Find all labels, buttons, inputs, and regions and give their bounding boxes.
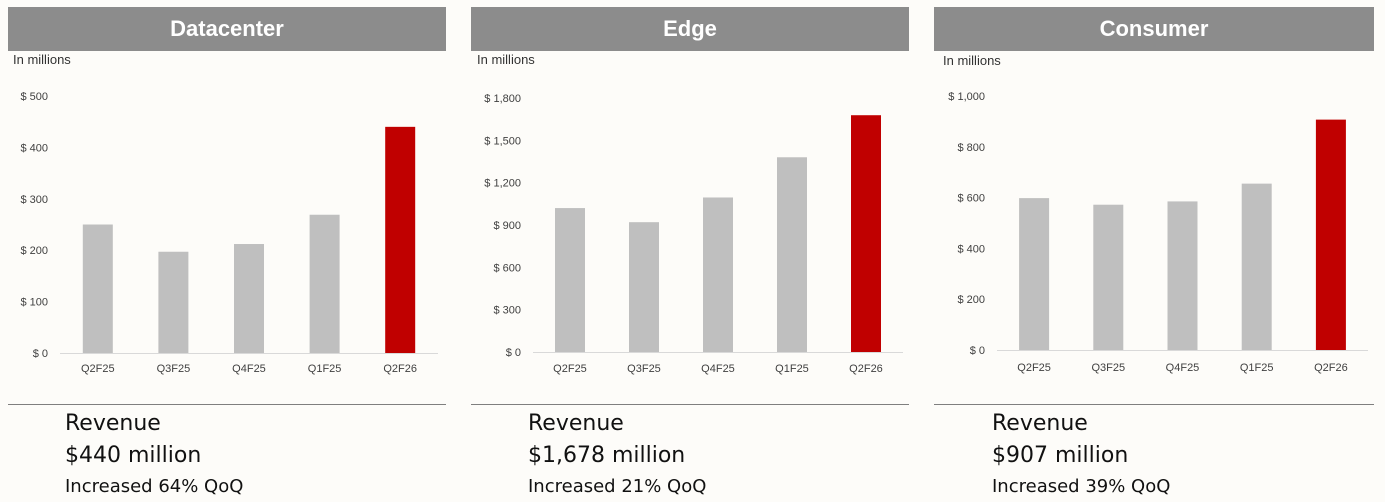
x-category-label: Q1F25 — [308, 363, 342, 375]
x-category-label: Q1F25 — [775, 363, 809, 375]
panel-title: Edge — [663, 16, 717, 41]
bar-q3f25 — [629, 222, 659, 352]
bar-q4f25 — [703, 197, 733, 352]
revenue-value: $907 million — [992, 443, 1129, 468]
panel-header: Consumer — [934, 7, 1374, 51]
revenue-value: $1,678 million — [528, 443, 686, 468]
x-category-label: Q3F25 — [157, 363, 191, 375]
revenue-summary: Revenue $1,678 million Increased 21% QoQ — [528, 408, 706, 502]
revenue-summary: Revenue $440 million Increased 64% QoQ — [65, 408, 243, 502]
bar-q1f25 — [1241, 183, 1272, 350]
x-category-label: Q3F25 — [627, 363, 661, 375]
panel-header: Edge — [471, 7, 909, 51]
y-tick-label: $ 900 — [493, 220, 521, 232]
datacenter-panel: Datacenter In millions $ 0 $ 100 $ 200 $ 30… — [8, 0, 446, 501]
y-tick-label: $ 1,500 — [484, 135, 521, 147]
y-tick-label: $ 400 — [20, 142, 48, 154]
panel-title: Datacenter — [170, 16, 284, 41]
x-category-label: Q2F26 — [383, 363, 417, 375]
bar-q1f25 — [777, 157, 807, 352]
y-tick-label: $ 500 — [20, 91, 48, 103]
y-tick-label: $ 1,200 — [484, 178, 521, 190]
edge-bar-chart: $ 0 $ 300 $ 600 $ 900 $ 1,200 $ 1,500 $ 1,800 Q… — [484, 93, 903, 375]
bar-q2f25 — [555, 208, 585, 352]
revenue-change: Increased 64% QoQ — [65, 476, 244, 497]
panel-title: Consumer — [1099, 16, 1209, 41]
y-tick-label: $ 100 — [20, 297, 48, 309]
revenue-summary: Revenue $907 million Increased 39% QoQ — [992, 408, 1170, 502]
bar-q3f25 — [1093, 204, 1124, 350]
divider-line — [471, 404, 909, 405]
y-tick-label: $ 800 — [957, 142, 985, 154]
x-category-label: Q2F25 — [553, 363, 587, 375]
bar-q2f26 — [1315, 119, 1346, 350]
edge-panel: Edge In millions $ 0 $ 300 $ 600 $ 900 $ 1,2… — [471, 0, 909, 501]
bar-q4f25 — [1167, 201, 1198, 350]
bar-q2f26 — [385, 126, 416, 353]
x-category-label: Q2F26 — [849, 363, 883, 375]
units-label: In millions — [477, 52, 535, 67]
y-tick-label: $ 400 — [957, 243, 985, 255]
y-tick-label: $ 1,000 — [948, 91, 985, 103]
consumer-bar-chart: $ 0 $ 200 $ 400 $ 600 $ 800 $ 1,000 Q2F25 Q3F25… — [948, 91, 1368, 374]
revenue-value: $440 million — [65, 443, 202, 468]
y-tick-label: $ 0 — [506, 347, 521, 359]
x-category-label: Q3F25 — [1091, 362, 1125, 374]
y-tick-label: $ 1,800 — [484, 93, 521, 105]
y-tick-label: $ 200 — [20, 245, 48, 257]
y-tick-label: $ 300 — [493, 305, 521, 317]
y-tick-label: $ 0 — [970, 345, 985, 357]
datacenter-bar-chart: $ 0 $ 100 $ 200 $ 300 $ 400 $ 500 Q2F25 Q3F25 Q4… — [20, 91, 438, 375]
x-category-label: Q4F25 — [1166, 362, 1200, 374]
bar-q2f25 — [1019, 198, 1050, 350]
x-category-label: Q2F26 — [1314, 362, 1348, 374]
x-category-label: Q2F25 — [1017, 362, 1051, 374]
bar-q4f25 — [234, 244, 264, 353]
y-tick-label: $ 600 — [493, 262, 521, 274]
bar-q2f25 — [82, 224, 113, 353]
y-tick-label: $ 200 — [957, 294, 985, 306]
revenue-change: Increased 39% QoQ — [992, 476, 1171, 497]
y-tick-label: $ 300 — [20, 194, 48, 206]
x-category-label: Q2F25 — [81, 363, 115, 375]
divider-line — [8, 404, 446, 405]
units-label: In millions — [13, 52, 71, 67]
y-tick-label: $ 0 — [33, 348, 48, 360]
x-category-label: Q4F25 — [232, 363, 266, 375]
revenue-label: Revenue — [65, 411, 161, 436]
revenue-change: Increased 21% QoQ — [528, 476, 707, 497]
consumer-panel: Consumer In millions $ 0 $ 200 $ 400 $ 600 $… — [934, 0, 1374, 501]
divider-line — [934, 404, 1374, 405]
y-tick-label: $ 600 — [957, 193, 985, 205]
units-label: In millions — [943, 53, 1001, 68]
panel-header: Datacenter — [8, 7, 446, 51]
revenue-label: Revenue — [992, 411, 1088, 436]
bar-q1f25 — [309, 214, 340, 353]
bar-q3f25 — [158, 251, 189, 353]
x-category-label: Q1F25 — [1240, 362, 1274, 374]
bar-q2f26 — [851, 115, 881, 353]
x-category-label: Q4F25 — [701, 363, 735, 375]
revenue-label: Revenue — [528, 411, 624, 436]
